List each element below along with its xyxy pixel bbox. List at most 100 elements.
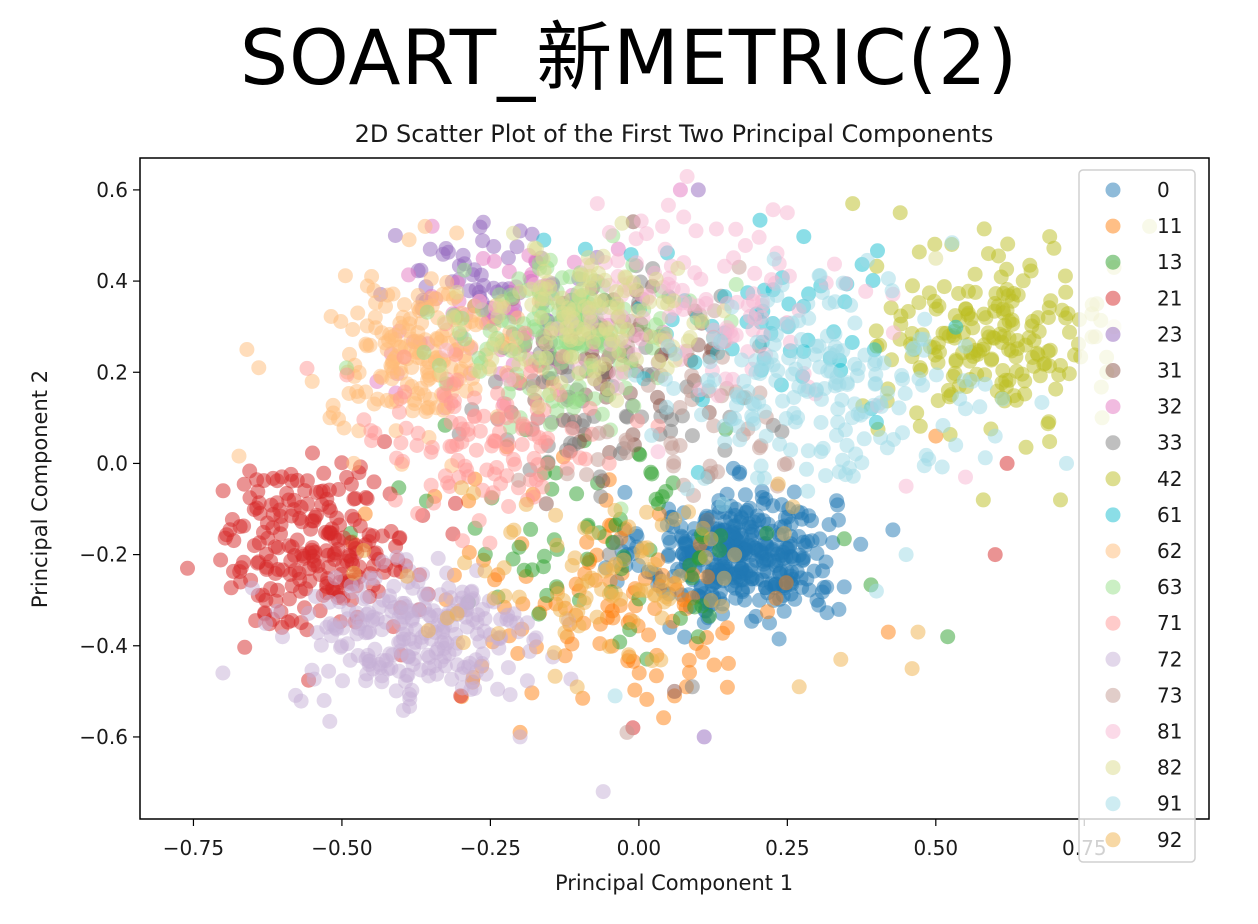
legend-item: 33 — [1105, 431, 1182, 455]
data-point — [916, 331, 932, 347]
data-point — [284, 508, 299, 524]
data-point — [713, 584, 728, 600]
data-point — [223, 580, 239, 596]
y-tick-label: −0.2 — [79, 543, 128, 567]
data-point — [786, 484, 802, 500]
data-point — [672, 400, 688, 415]
data-point — [655, 294, 671, 310]
y-axis-label: Principal Component 2 — [28, 370, 52, 608]
data-point — [472, 219, 488, 235]
data-point — [499, 396, 515, 412]
data-point — [706, 657, 722, 673]
data-point — [659, 399, 674, 415]
data-point — [800, 296, 816, 311]
data-point — [670, 260, 686, 276]
data-point — [502, 687, 518, 703]
data-point — [766, 336, 782, 352]
data-point — [627, 682, 643, 698]
data-point — [793, 332, 809, 347]
data-point — [617, 484, 633, 500]
series-91 — [607, 235, 1074, 704]
legend-marker — [1105, 724, 1121, 739]
data-point — [788, 344, 804, 360]
data-point — [466, 390, 482, 406]
data-point — [736, 373, 752, 389]
data-point — [809, 545, 825, 561]
legend-item: 21 — [1105, 286, 1182, 310]
data-point — [660, 338, 676, 354]
data-point — [797, 538, 813, 553]
y-tick-label: −0.4 — [79, 634, 128, 658]
legend-label: 62 — [1157, 539, 1182, 563]
data-point — [883, 300, 899, 316]
data-point — [419, 304, 435, 320]
data-point — [821, 295, 837, 311]
data-point — [1060, 306, 1076, 322]
data-point — [387, 228, 403, 243]
legend-label: 33 — [1157, 431, 1182, 455]
data-point — [687, 265, 703, 281]
data-point — [633, 213, 649, 229]
data-point — [1010, 287, 1026, 303]
legend-item: 91 — [1105, 792, 1182, 816]
data-point — [510, 646, 526, 661]
data-point — [684, 428, 700, 444]
data-point — [571, 379, 587, 394]
data-point — [407, 396, 423, 412]
data-point — [708, 221, 724, 237]
data-point — [1042, 229, 1058, 245]
data-point — [845, 196, 861, 212]
data-point — [231, 448, 247, 464]
data-point — [594, 581, 610, 597]
data-point — [921, 285, 937, 301]
data-point — [682, 557, 698, 573]
data-point — [1001, 342, 1017, 358]
data-point — [391, 663, 407, 679]
y-axis: −0.6 −0.4 −0.2 0.0 0.2 0.4 0.6 — [79, 178, 140, 749]
data-point — [868, 583, 884, 599]
data-point — [356, 543, 372, 558]
data-point — [366, 283, 382, 298]
data-point — [455, 584, 470, 600]
data-point — [405, 580, 421, 596]
data-point — [648, 271, 664, 287]
data-point — [368, 295, 384, 311]
data-point — [614, 215, 630, 231]
data-point — [547, 668, 563, 684]
data-point — [301, 605, 317, 621]
data-point — [737, 238, 753, 253]
data-point — [555, 593, 571, 608]
data-point — [497, 588, 513, 604]
data-point — [799, 461, 814, 477]
data-point — [526, 450, 542, 466]
data-point — [493, 611, 509, 627]
data-point — [468, 652, 484, 668]
data-point — [833, 651, 849, 667]
data-point — [647, 587, 662, 603]
data-point — [540, 456, 556, 472]
data-point — [905, 278, 920, 294]
data-point — [806, 563, 822, 579]
data-point — [706, 372, 722, 388]
data-point — [714, 349, 730, 365]
data-point — [511, 539, 527, 555]
data-point — [385, 286, 401, 302]
data-point — [752, 440, 767, 456]
data-point — [577, 520, 593, 536]
data-point — [533, 310, 549, 325]
data-point — [865, 273, 881, 288]
data-point — [598, 321, 614, 337]
data-point — [467, 409, 483, 425]
data-point — [618, 432, 634, 448]
data-point — [791, 313, 807, 329]
data-point — [774, 277, 790, 293]
data-point — [293, 499, 309, 515]
data-point — [988, 286, 1004, 302]
data-point — [518, 351, 533, 367]
data-point — [742, 308, 758, 324]
data-point — [783, 442, 799, 458]
data-point — [524, 226, 540, 242]
data-point — [496, 299, 512, 315]
data-point — [1048, 381, 1064, 397]
data-point — [916, 458, 932, 474]
